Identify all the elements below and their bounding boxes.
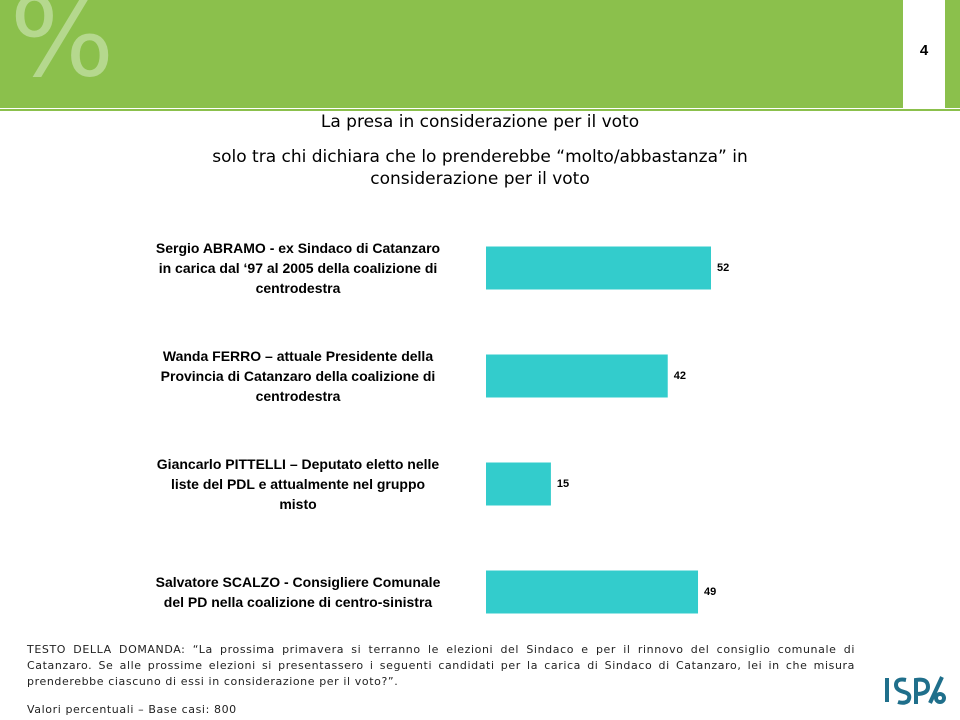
logo (885, 676, 946, 705)
category-label: Sergio ABRAMO - ex Sindaco di Catanzaro … (155, 240, 441, 296)
value-label: 52 (717, 262, 729, 274)
value-label: 42 (674, 370, 686, 382)
bar (486, 246, 711, 290)
header-band (0, 0, 903, 108)
bar (486, 570, 699, 614)
page-number: 4 (919, 42, 929, 59)
value-label: 49 (704, 586, 716, 598)
category-label: Wanda FERRO – attuale Presidente della P… (160, 348, 436, 404)
bar (486, 462, 551, 506)
chart-subtitle: solo tra chi dichiara che lo prenderebbe… (212, 147, 748, 189)
bar (486, 354, 668, 398)
value-label: 15 (557, 478, 569, 490)
header-band-right (945, 0, 960, 108)
base-note: Valori percentuali – Base casi: 800 (27, 703, 237, 716)
category-label: Salvatore SCALZO - Consigliere Comunale … (155, 574, 441, 610)
watermark: % (10, 0, 115, 101)
question-text: TESTO DELLA DOMANDA: “La prossima primav… (27, 643, 855, 688)
chart-title: La presa in considerazione per il voto (320, 112, 640, 132)
category-label: Giancarlo PITTELLI – Deputato eletto nel… (156, 456, 440, 512)
header-line (0, 109, 960, 111)
